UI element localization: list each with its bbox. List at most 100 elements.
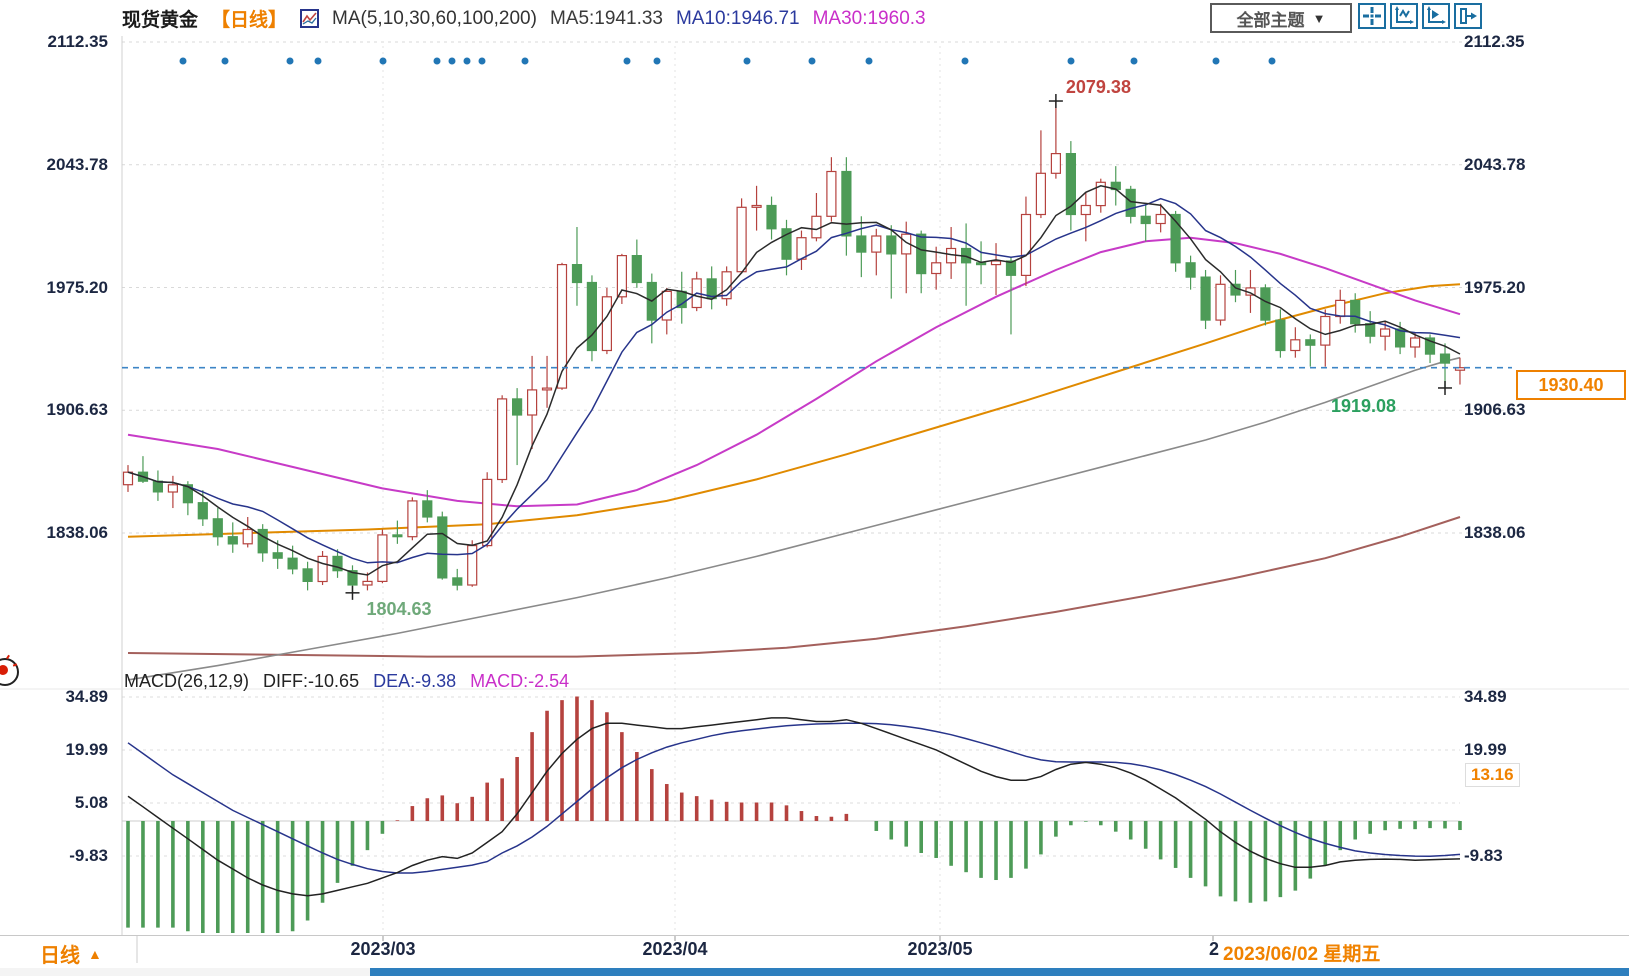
price-axis-label-right: 2112.35 — [1464, 32, 1525, 51]
candle-body — [1215, 283, 1226, 321]
candle-body — [931, 262, 942, 275]
candle-body — [1335, 299, 1346, 318]
event-dot[interactable] — [743, 57, 751, 65]
price-axis-label-right: 1975.20 — [1464, 277, 1526, 297]
axis-auto-button[interactable] — [1422, 3, 1450, 29]
macd-settings-label[interactable]: MACD(26,12,9) — [124, 671, 250, 691]
candle-body — [257, 528, 268, 554]
candle-body — [317, 555, 328, 583]
candle-body — [332, 555, 343, 572]
candle-body — [1125, 188, 1136, 217]
price-axis-label-left: 1906.63 — [46, 400, 108, 420]
alert-dot — [0, 665, 8, 675]
price-axis-label-left: 1975.20 — [46, 277, 108, 297]
candle-body — [616, 255, 628, 298]
candle-body — [751, 204, 762, 208]
candle-body — [1260, 287, 1271, 321]
candle-body — [841, 170, 852, 237]
candle-body — [811, 215, 822, 239]
candle-body — [886, 235, 897, 255]
candle-body — [541, 387, 553, 391]
macd-axis-label-right: 19.99 — [1464, 739, 1507, 759]
ma10-line — [127, 197, 1461, 564]
price-axis-label-right: 1838.06 — [1464, 523, 1526, 542]
candle-body — [452, 577, 463, 586]
current-price-tag: 1930.40 — [1516, 370, 1626, 400]
candle-body — [1365, 323, 1376, 337]
candle-body — [182, 484, 193, 504]
ma-indicator-icon[interactable] — [300, 9, 320, 28]
event-dot[interactable] — [314, 57, 322, 65]
event-dot[interactable] — [1130, 57, 1138, 65]
candle-body — [661, 290, 672, 321]
period-tag: 【日线】 — [211, 10, 288, 31]
horizontal-scrollbar-track[interactable] — [0, 968, 1629, 976]
event-dot[interactable] — [653, 57, 661, 65]
alert-icon[interactable] — [0, 654, 19, 686]
event-dot[interactable] — [478, 57, 486, 65]
candle-body — [511, 398, 523, 416]
horizontal-scrollbar-thumb[interactable] — [370, 968, 1629, 976]
event-dot[interactable] — [286, 57, 294, 65]
ma100-line — [127, 356, 1461, 681]
event-dot[interactable] — [961, 57, 969, 65]
candle-body — [1394, 328, 1406, 348]
x-axis-label: 2023/05 — [907, 939, 973, 959]
period-selector[interactable]: 日线 ▲ — [40, 939, 102, 968]
x-axis-label: 2023/04 — [642, 939, 708, 959]
price-axis-label-left: 2112.35 — [47, 32, 108, 51]
candle-body — [392, 534, 403, 538]
candle-body — [1350, 299, 1361, 325]
candle-body — [871, 235, 882, 253]
event-dot[interactable] — [379, 57, 387, 65]
dea-value: DEA:-9.38 — [373, 671, 457, 691]
candle-body — [1275, 319, 1286, 352]
axis-range-button[interactable] — [1390, 3, 1418, 29]
theme-dropdown[interactable]: 全部主题 ▼ — [1210, 3, 1352, 33]
collapse-panel-button[interactable] — [1454, 3, 1482, 29]
candle-body — [1065, 153, 1077, 216]
candle-body — [766, 204, 777, 230]
event-dot[interactable] — [1067, 57, 1075, 65]
candle-body — [1290, 339, 1301, 352]
event-dot[interactable] — [179, 57, 187, 65]
event-dot[interactable] — [1212, 57, 1220, 65]
crosshair-tool-button[interactable] — [1358, 3, 1386, 29]
diff-value: DIFF:-10.65 — [263, 671, 360, 691]
event-dot[interactable] — [808, 57, 816, 65]
event-dot[interactable] — [521, 57, 529, 65]
candle-body — [1080, 204, 1091, 216]
event-dot[interactable] — [463, 57, 471, 65]
event-dot[interactable] — [221, 57, 229, 65]
candle-body — [272, 552, 283, 559]
event-dot[interactable] — [865, 57, 873, 65]
event-dot[interactable] — [1268, 57, 1276, 65]
candle-body — [377, 534, 388, 583]
candle-body — [497, 398, 508, 481]
price-axis-label-left: 2043.78 — [46, 154, 108, 174]
ma10-value: MA10:1946.71 — [675, 7, 800, 29]
candle-body — [1200, 276, 1211, 321]
candle-body — [631, 255, 642, 284]
period-label: 日线 — [40, 945, 80, 967]
candle-body — [212, 518, 223, 538]
price-axis-label-right: 2043.78 — [1464, 154, 1526, 174]
candle-body — [1170, 213, 1181, 264]
ma30-line — [127, 236, 1461, 508]
candle-body — [990, 260, 1002, 266]
macd-axis-label-right: -9.83 — [1464, 845, 1503, 865]
candle-body — [152, 480, 163, 493]
event-dot[interactable] — [448, 57, 456, 65]
ma-settings-label[interactable]: MA(5,10,30,60,100,200) — [332, 7, 537, 29]
event-dot[interactable] — [433, 57, 441, 65]
x-axis-label: 2023/03 — [350, 939, 416, 959]
event-dot[interactable] — [623, 57, 631, 65]
axis-range-icon — [1395, 6, 1414, 24]
candle-body — [1140, 215, 1151, 225]
candle-body — [571, 264, 583, 284]
macd-axis-label-left: 5.08 — [74, 792, 108, 812]
candle-body — [1020, 213, 1032, 277]
candle-body — [1305, 339, 1316, 346]
